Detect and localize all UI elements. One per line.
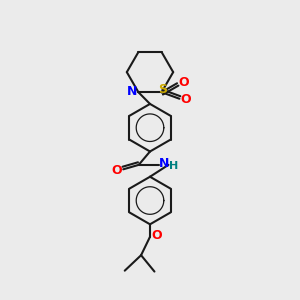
Text: H: H (169, 161, 178, 171)
Text: N: N (127, 85, 137, 98)
Text: O: O (181, 93, 191, 106)
Text: S: S (159, 83, 168, 96)
Text: O: O (151, 229, 162, 242)
Text: O: O (178, 76, 189, 88)
Text: N: N (158, 157, 169, 169)
Text: O: O (111, 164, 122, 177)
